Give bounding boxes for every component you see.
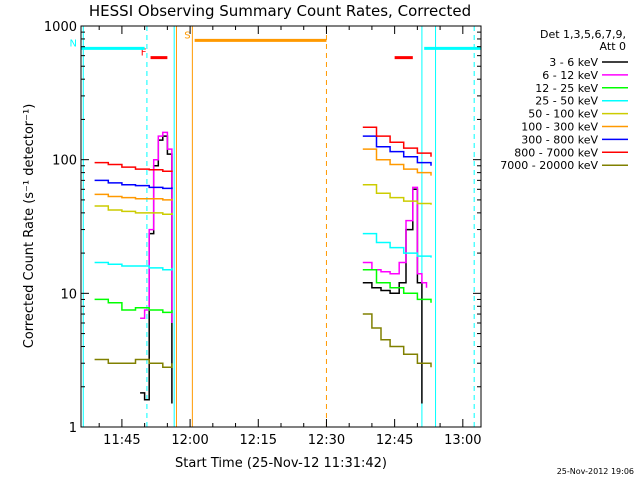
legend-label: 7000 - 20000 keV <box>500 159 598 172</box>
series-line-5 <box>94 148 432 201</box>
chart-title: HESSI Observing Summary Count Rates, Cor… <box>89 2 471 20</box>
legend-label: 300 - 800 keV <box>521 133 598 146</box>
y-axis-label: Corrected Count Rate (s⁻¹ detector⁻¹) <box>22 104 37 349</box>
x-tick-label: 12:45 <box>376 433 413 448</box>
legend-label: 800 - 7000 keV <box>514 146 598 159</box>
legend-label: 12 - 25 keV <box>535 82 598 95</box>
flag-label-2: S <box>184 30 190 41</box>
series-line-6 <box>94 135 432 190</box>
series-line-7 <box>94 126 432 172</box>
series-lines <box>94 126 432 404</box>
x-tick-label: 11:45 <box>103 433 140 448</box>
legend-label: 50 - 100 keV <box>528 108 598 121</box>
legend-label: 3 - 6 keV <box>549 56 598 69</box>
legend-header: Det 1,3,5,6,7,9, <box>540 28 626 41</box>
x-tick-label: 12:00 <box>171 433 208 448</box>
legend-label: 25 - 50 keV <box>535 95 598 108</box>
attenuator-flags: F N S <box>70 30 481 60</box>
footer-timestamp: 25-Nov-2012 19:06 <box>557 467 634 476</box>
x-tick-label: 12:15 <box>240 433 277 448</box>
y-tick-label: 1000 <box>44 20 77 35</box>
y-tick-label: 100 <box>52 154 77 169</box>
legend-label: 6 - 12 keV <box>542 69 598 82</box>
flag-label-0: F <box>141 48 147 59</box>
series-line-3 <box>94 232 432 271</box>
y-tick-label: 10 <box>60 287 77 302</box>
series-line-8 <box>94 313 432 368</box>
x-tick-label: 12:30 <box>308 433 345 448</box>
series-line-1 <box>140 131 428 323</box>
y-axis: 1 10 100 1000 <box>44 20 481 436</box>
x-axis-label: Start Time (25-Nov-12 11:31:42) <box>175 456 387 471</box>
y-tick-label: 1 <box>69 421 77 436</box>
flag-label-1: N <box>70 38 77 49</box>
series-line-4 <box>94 183 432 216</box>
series-line-2 <box>94 269 432 314</box>
x-tick-label: 13:00 <box>444 433 481 448</box>
x-axis: 11:45 12:00 12:15 12:30 12:45 13:00 <box>98 26 482 448</box>
legend-label: 100 - 300 keV <box>521 121 598 134</box>
legend-header: Att 0 <box>600 40 626 53</box>
